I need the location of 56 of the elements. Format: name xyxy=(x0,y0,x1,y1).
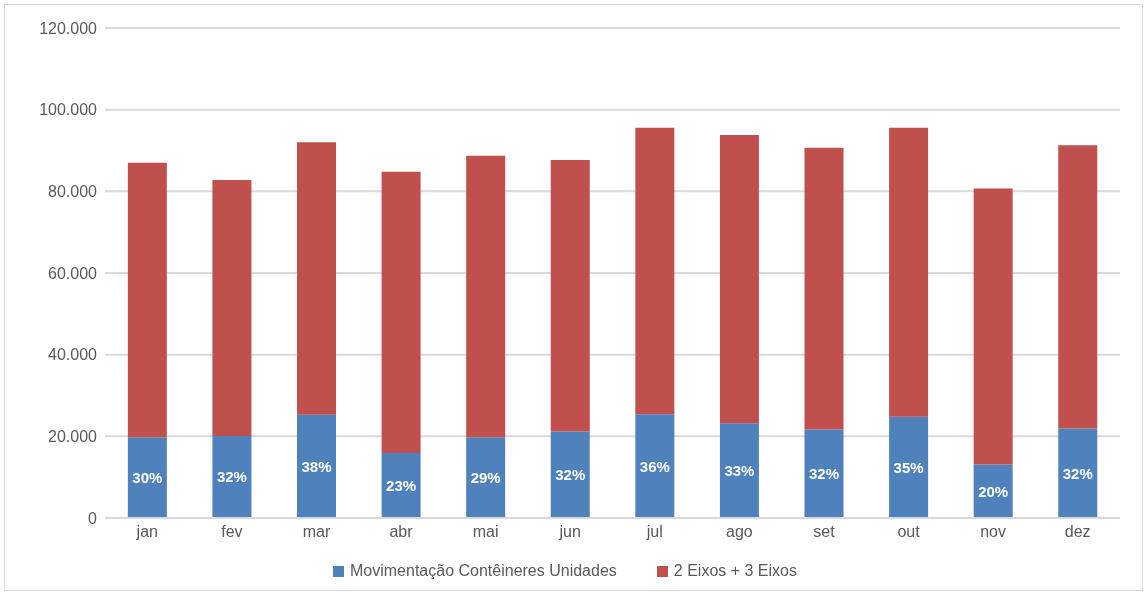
annotation: 35% xyxy=(893,458,924,476)
x-tick-label: nov xyxy=(980,523,1007,541)
bar xyxy=(804,147,844,430)
legend-label: 2 Eixos + 3 Eixos xyxy=(673,562,797,580)
bar xyxy=(297,414,336,518)
annotation: 36% xyxy=(639,457,670,475)
annotation: 29% xyxy=(470,469,501,487)
annotation: 32% xyxy=(555,466,586,484)
bar xyxy=(719,134,759,424)
y-tick-label: 80.000 xyxy=(48,183,98,201)
y-tick-label: 60.000 xyxy=(48,264,98,282)
bar xyxy=(635,414,675,518)
bar xyxy=(1058,428,1098,518)
bar xyxy=(466,155,506,438)
bar xyxy=(381,171,421,454)
y-tick-label: 40.000 xyxy=(48,346,98,364)
x-tick-label: set xyxy=(813,523,836,541)
bar xyxy=(297,142,336,415)
bar xyxy=(889,127,929,417)
annotation: 32% xyxy=(216,468,247,486)
annotation: 30% xyxy=(132,469,163,487)
y-tick-label: 20.000 xyxy=(48,428,98,446)
x-tick-label: out xyxy=(897,523,921,541)
bar xyxy=(719,423,759,518)
x-tick-label: jun xyxy=(558,523,581,541)
x-tick-label: mai xyxy=(472,523,499,541)
bar xyxy=(381,453,421,518)
legend-label: Movimentação Contêineres Unidades xyxy=(350,562,617,580)
bar xyxy=(1058,145,1098,429)
bar xyxy=(466,437,506,518)
bar xyxy=(804,429,844,518)
bar xyxy=(550,431,590,518)
annotation: 32% xyxy=(808,465,840,483)
bar xyxy=(127,162,167,438)
bar xyxy=(635,127,675,415)
annotation: 33% xyxy=(724,462,755,480)
x-tick-label: jul xyxy=(645,523,663,541)
y-tick-label: 120.000 xyxy=(39,19,98,37)
x-tick-label: dez xyxy=(1064,523,1091,541)
x-tick-label: abr xyxy=(389,523,414,541)
x-tick-label: fev xyxy=(221,523,243,541)
bar xyxy=(889,416,929,518)
x-tick-label: ago xyxy=(726,523,753,541)
y-tick-label: 100.000 xyxy=(39,101,98,119)
bar xyxy=(973,188,1013,465)
bar xyxy=(127,437,167,518)
annotation: 32% xyxy=(1062,464,1093,482)
bar xyxy=(212,179,252,436)
annotation: 38% xyxy=(301,457,332,475)
bar xyxy=(212,435,252,518)
annotation: 20% xyxy=(978,482,1009,500)
x-tick-label: jan xyxy=(135,523,158,541)
y-tick-label: 0 xyxy=(88,509,98,527)
bar xyxy=(550,159,590,432)
x-tick-label: mar xyxy=(302,523,331,541)
annotation: 23% xyxy=(386,477,417,495)
